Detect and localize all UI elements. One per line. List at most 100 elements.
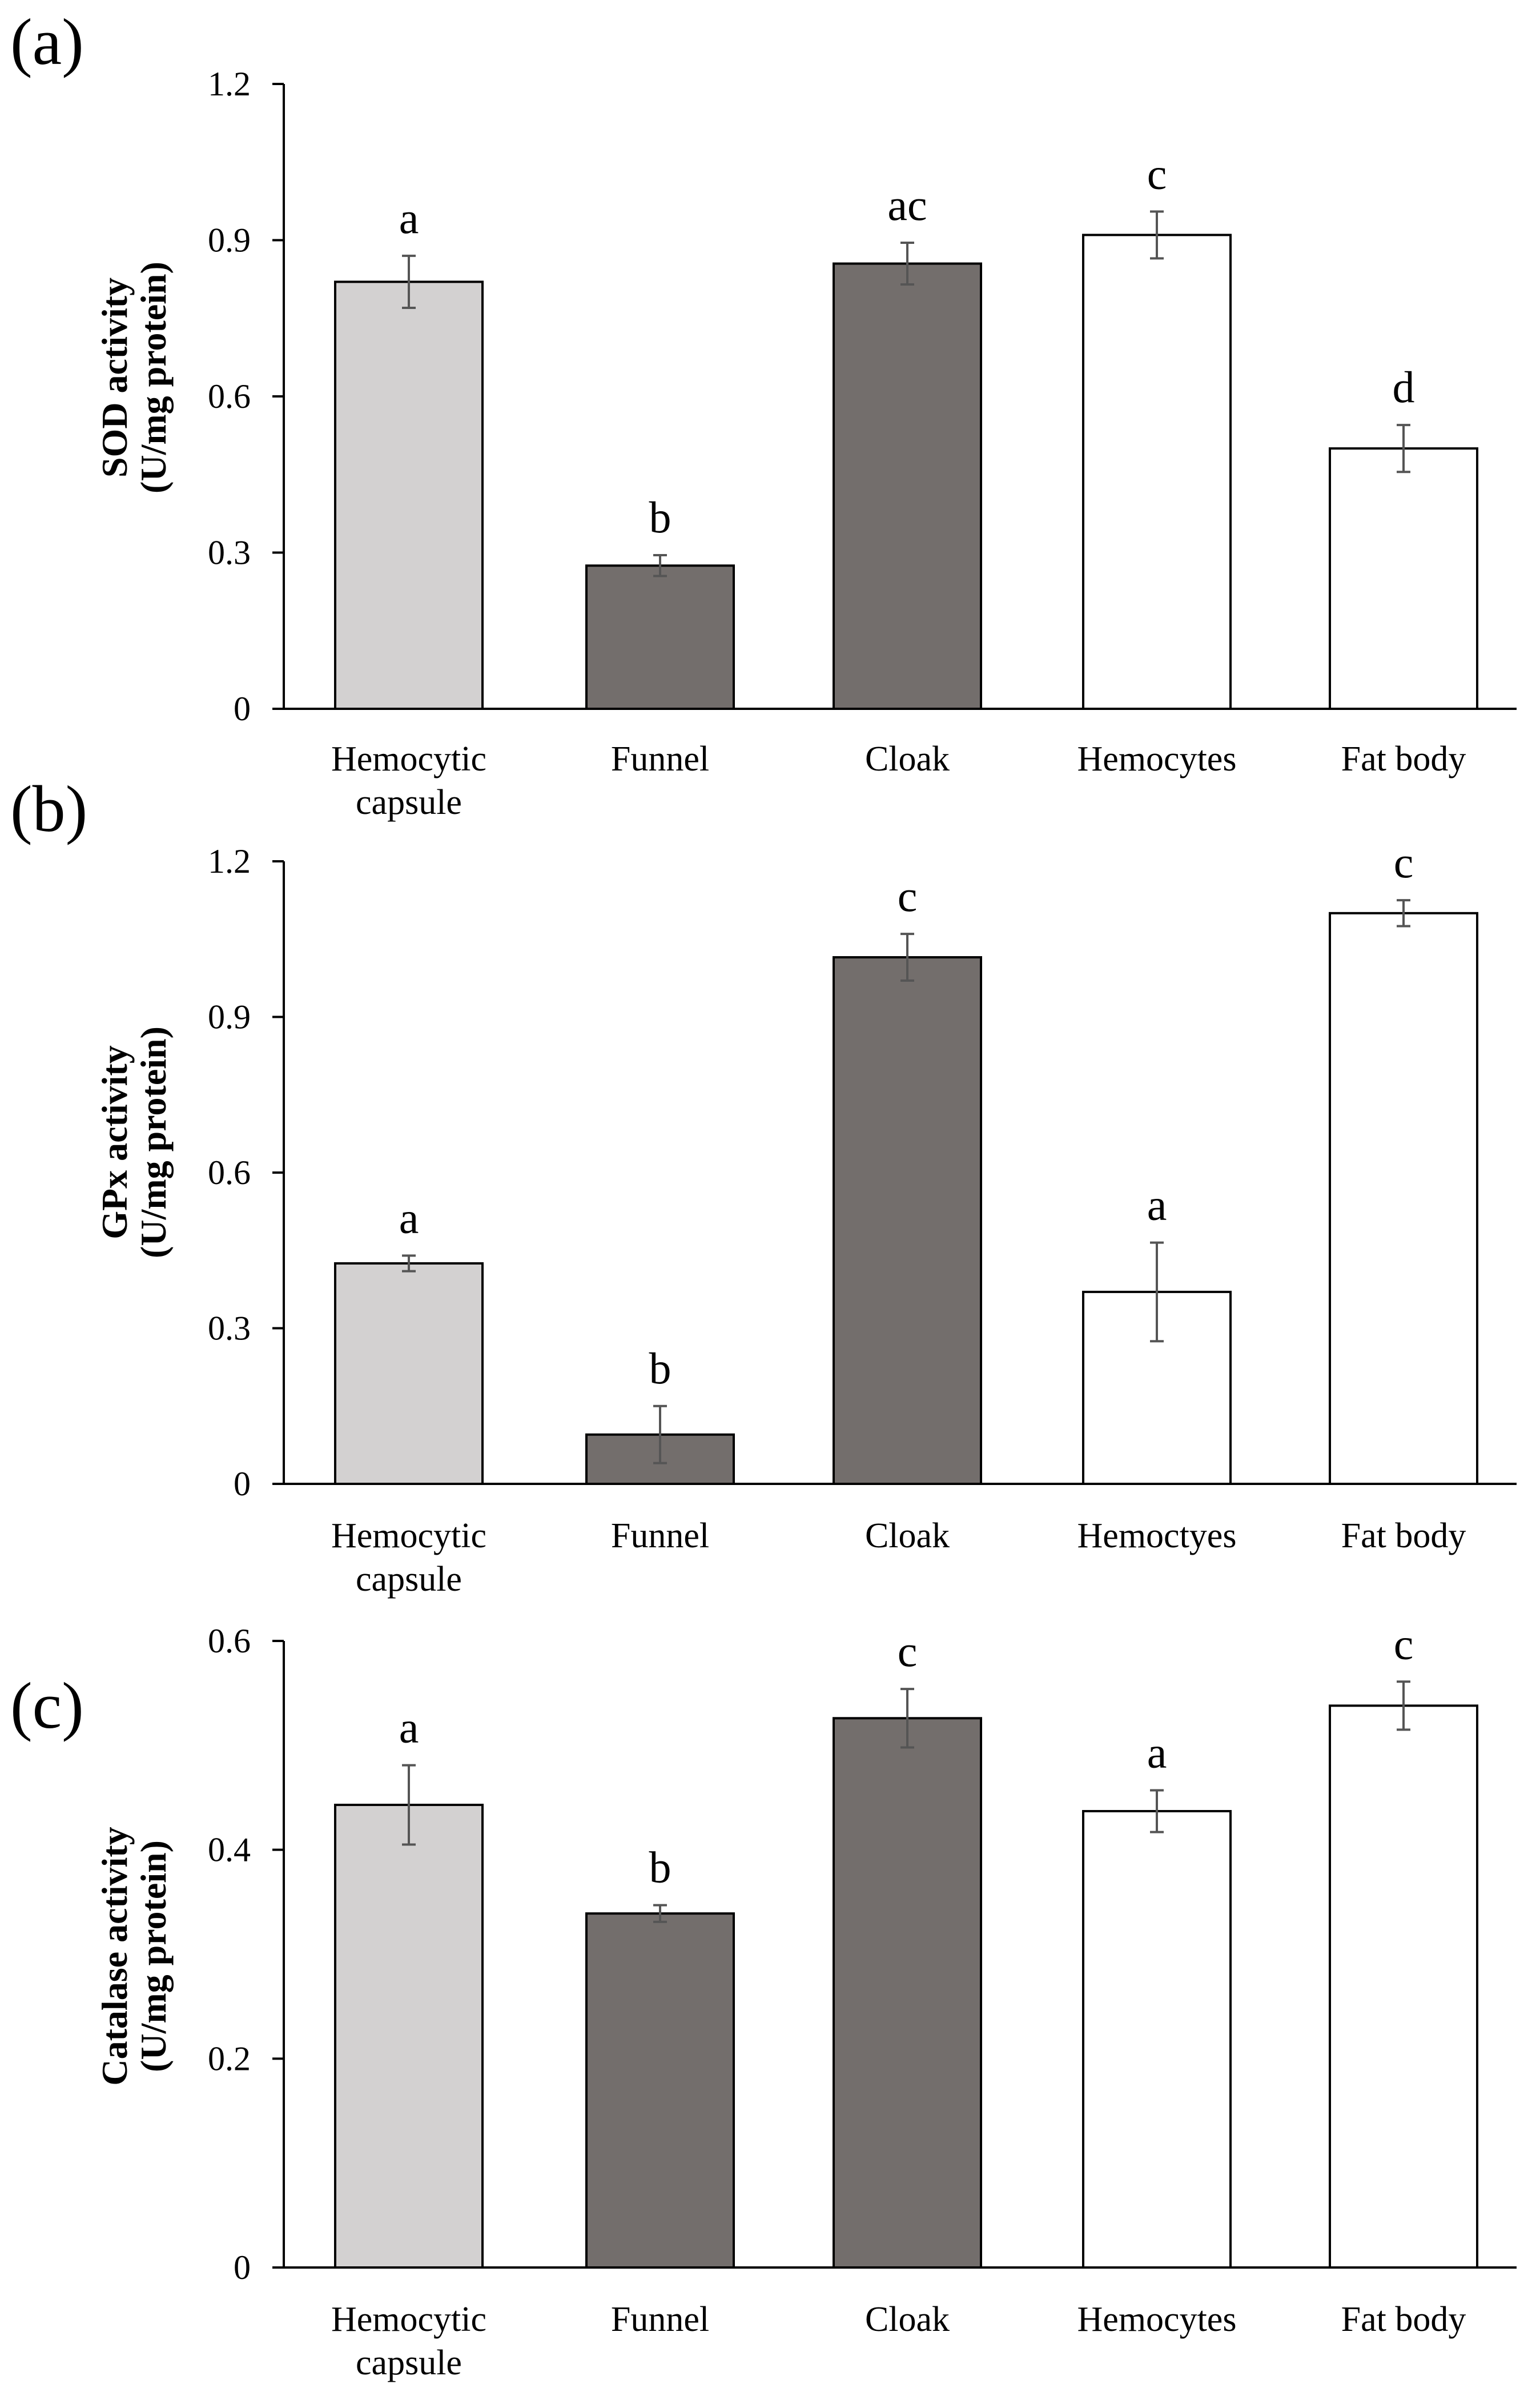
panel-c-category-label-4-line-1: Hemocytes [1077,2300,1237,2339]
panel-b-error-bar-5 [1397,899,1410,928]
panel-c: (c) Catalase activity (U/mg protein) a b c… [10,1619,1517,2382]
panel-c-significance-4: a [1147,1727,1167,1777]
panel-a-category-label-4-line-1: Hemocytes [1077,740,1237,778]
panel-c-y-tick-label-2: 0.2 [208,2040,251,2077]
panel-a-category-label-1-line-2: capsule [356,783,462,822]
panel-b-y-tick-label-2: 0.3 [208,1310,251,1347]
panel-c-category-label-3: Cloak [865,2300,950,2339]
panel-b-letter: (b) [10,773,87,846]
panel-b-error-bar-1 [402,1254,416,1273]
panel-c-significance-2: b [649,1843,672,1892]
panel-b-y-tick-label-3: 0.6 [208,1154,251,1191]
panel-c-ylabel-line2: (U/mg protein) [133,1840,174,2072]
panel-c-bar-1 [334,1804,484,2269]
panel-c-letter: (c) [10,1669,84,1743]
panel-a-y-tick-label-1: 0 [234,690,251,728]
panel-a-letter: (a) [10,6,84,79]
panel-a-y-tick-label-4: 0.9 [208,222,251,259]
panel-a-bar-2 [585,564,735,711]
panel-b-category-label-4: Hemoctyes [1077,1516,1237,1555]
panel-b-ylabel-line1: GPx activity [94,1045,135,1239]
panel-a-category-label-4: Hemocytes [1077,740,1237,778]
panel-b-category-label-2-line-1: Funnel [611,1516,709,1555]
panel-a-error-bar-3 [900,242,914,286]
panel-b-error-bar-2 [653,1404,667,1464]
panel-c-bar-3 [833,1717,982,2269]
panel-b-significance-1: a [399,1193,419,1242]
panel-b-significance-2: b [649,1343,672,1393]
panel-b-significance-4: a [1147,1180,1167,1230]
panel-a-y-tick-label-3: 0.6 [208,378,251,415]
panel-b-error-bar-4 [1150,1241,1164,1343]
panel-a: (a) SOD activity (U/mg protein) a b ac c d 0 0… [10,6,1517,822]
panel-a-ylabel-line2: (U/mg protein) [133,262,174,493]
panel-a-significance-5: d [1393,362,1415,412]
panel-a-category-label-3: Cloak [865,740,950,778]
panel-b-category-label-1-line-1: Hemocytic [331,1516,486,1555]
panel-b-significance-3: c [898,871,918,921]
panel-c-error-bar-3 [900,1688,914,1749]
panel-b-y-tick-label-1: 0 [234,1465,251,1503]
panel-b: (b) GPx activity (U/mg protein) a b c a c 0 0.… [10,773,1517,1599]
panel-a-bar-1 [334,280,484,710]
panel-a-plot: a b ac c d 0 0.3 0.6 0.9 1.2 Hemocytic capsule Funne… [208,65,1517,822]
panel-a-y-tick-label-5: 1.2 [208,65,251,103]
panel-b-bar-5 [1329,912,1478,1486]
panel-c-category-label-5-line-1: Fat body [1341,2300,1466,2339]
panel-c-category-label-5: Fat body [1341,2300,1466,2339]
panel-a-bar-4 [1082,234,1232,710]
panel-c-significance-1: a [399,1703,419,1752]
panel-a-error-bar-1 [402,254,416,310]
panel-a-category-label-2: Funnel [611,740,709,778]
panel-a-category-label-3-line-1: Cloak [865,740,950,778]
panel-c-y-tick-label-1: 0 [234,2249,251,2286]
panel-b-category-label-3: Cloak [865,1516,950,1555]
panel-b-category-label-3-line-1: Cloak [865,1516,950,1555]
panel-a-bar-5 [1329,447,1478,711]
panel-a-category-label-5: Fat body [1341,740,1466,778]
panel-b-bar-3 [833,956,982,1485]
panel-a-error-bar-4 [1150,210,1164,260]
panel-b-ylabel-line2: (U/mg protein) [133,1026,174,1258]
panel-c-error-bar-5 [1397,1680,1410,1731]
panel-c-category-label-1-line-1: Hemocytic [331,2300,486,2339]
panel-a-ylabel-line1: SOD activity [94,278,135,477]
panel-b-category-label-4-line-1: Hemoctyes [1077,1516,1237,1555]
panel-a-error-bar-5 [1397,424,1410,473]
panel-c-significance-5: c [1394,1619,1414,1668]
panel-c-bar-5 [1329,1704,1478,2269]
panel-a-category-label-1-line-1: Hemocytic [331,740,486,778]
panel-a-y-tick-label-2: 0.3 [208,534,251,572]
panel-b-y-tick-label-4: 0.9 [208,998,251,1036]
panel-b-category-label-1: Hemocytic capsule [331,1516,486,1599]
panel-b-category-label-5-line-1: Fat body [1341,1516,1466,1555]
panel-c-category-label-2: Funnel [611,2300,709,2339]
panel-a-category-label-2-line-1: Funnel [611,740,709,778]
panel-b-error-bar-3 [900,933,914,982]
panel-a-bar-3 [833,262,982,710]
panel-c-bar-4 [1082,1810,1232,2269]
panel-c-significance-3: c [898,1626,918,1676]
panel-c-plot: a b c a c 0 0.2 0.4 0.6 Hemocytic capsule Funnel Clo… [208,1619,1517,2382]
panel-a-error-bar-2 [653,554,667,577]
panel-a-significance-3: ac [887,180,927,230]
panel-b-bar-1 [334,1262,484,1485]
panel-a-category-label-5-line-1: Fat body [1341,740,1466,778]
panel-c-error-bar-2 [653,1904,667,1923]
panel-c-category-label-1-line-2: capsule [356,2343,462,2382]
panel-c-ylabel-line1: Catalase activity [94,1827,135,2085]
panel-b-y-tick-label-5: 1.2 [208,842,251,880]
panel-c-category-label-2-line-1: Funnel [611,2300,709,2339]
panel-c-y-tick-label-3: 0.4 [208,1831,251,1869]
panel-b-category-label-1-line-2: capsule [356,1560,462,1599]
panel-b-category-label-2: Funnel [611,1516,709,1555]
panel-a-significance-1: a [399,193,419,243]
panel-a-significance-2: b [649,492,672,542]
panel-c-category-label-1: Hemocytic capsule [331,2300,486,2382]
panel-c-bar-2 [585,1912,735,2269]
panel-c-category-label-3-line-1: Cloak [865,2300,950,2339]
panel-b-plot: a b c a c 0 0.3 0.6 0.9 1.2 Hemocytic capsule Funnel… [208,837,1517,1599]
panel-c-category-label-4: Hemocytes [1077,2300,1237,2339]
